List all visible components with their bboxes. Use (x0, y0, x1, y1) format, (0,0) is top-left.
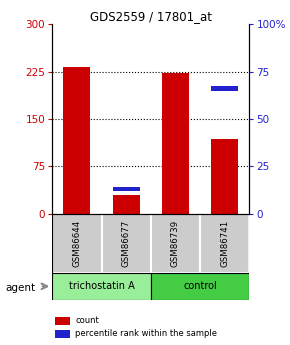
Text: GSM86739: GSM86739 (171, 220, 180, 267)
Bar (63, 67, 90, 214)
Bar (151, 214, 200, 273)
Bar (113, 187, 140, 191)
Bar (113, 195, 140, 214)
Text: GSM86677: GSM86677 (122, 220, 131, 267)
Text: count: count (75, 316, 99, 325)
Text: GSM86644: GSM86644 (72, 220, 81, 267)
Text: GSM86741: GSM86741 (220, 220, 229, 267)
Bar (52, 273, 151, 300)
Bar (151, 273, 249, 300)
Bar (211, 139, 238, 214)
Text: trichostatin A: trichostatin A (69, 282, 134, 291)
Bar (102, 214, 151, 273)
Title: GDS2559 / 17801_at: GDS2559 / 17801_at (90, 10, 212, 23)
Bar (200, 214, 249, 273)
Bar (52, 214, 102, 273)
Bar (211, 87, 238, 91)
Bar (162, 73, 189, 214)
Text: control: control (183, 282, 217, 291)
Text: agent: agent (6, 283, 36, 293)
Text: percentile rank within the sample: percentile rank within the sample (75, 329, 218, 338)
